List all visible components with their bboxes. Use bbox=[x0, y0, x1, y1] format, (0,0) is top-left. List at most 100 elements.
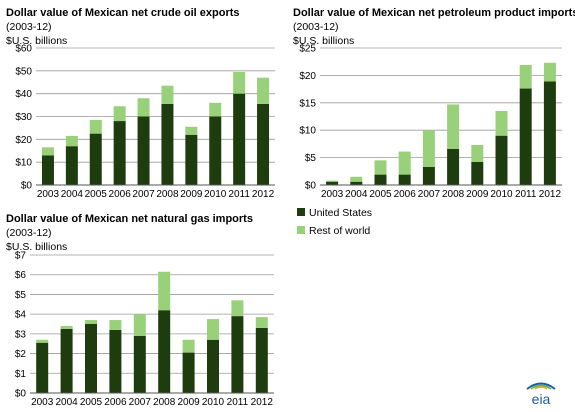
bar-united-states bbox=[60, 328, 73, 393]
x-tick-label: 2003 bbox=[37, 189, 60, 200]
x-tick-label: 2009 bbox=[177, 397, 200, 408]
x-tick-label: 2005 bbox=[85, 189, 108, 200]
y-tick-label: $15 bbox=[299, 98, 316, 109]
chart-title: Dollar value of Mexican net petroleum pr… bbox=[293, 7, 575, 19]
y-tick-label: $10 bbox=[299, 126, 316, 137]
bar-united-states bbox=[137, 116, 150, 185]
bar-rest-of-world bbox=[109, 320, 122, 330]
bar-united-states bbox=[543, 81, 556, 185]
y-tick-label: $6 bbox=[15, 270, 27, 281]
x-tick-label: 2003 bbox=[31, 397, 54, 408]
bar-rest-of-world bbox=[185, 126, 198, 135]
bar-united-states bbox=[182, 352, 195, 393]
bar-rest-of-world bbox=[257, 77, 270, 104]
y-tick-label: $1 bbox=[15, 369, 27, 380]
bar-united-states bbox=[233, 93, 246, 185]
bar-rest-of-world bbox=[182, 339, 195, 353]
x-tick-label: 2005 bbox=[80, 397, 103, 408]
y-tick-label: $0 bbox=[15, 389, 27, 400]
x-tick-label: 2006 bbox=[109, 189, 132, 200]
bar-united-states bbox=[350, 181, 363, 185]
x-tick-label: 2011 bbox=[515, 189, 537, 200]
chart-subtitle: (2003-12) bbox=[6, 227, 52, 239]
x-tick-label: 2010 bbox=[202, 397, 225, 408]
bar-rest-of-world bbox=[36, 339, 49, 343]
y-tick-label: $5 bbox=[305, 153, 317, 164]
bar-rest-of-world bbox=[519, 64, 532, 89]
chart-subtitle: (2003-12) bbox=[293, 21, 339, 33]
x-tick-label: 2012 bbox=[539, 189, 562, 200]
bar-rest-of-world bbox=[495, 111, 508, 136]
bar-united-states bbox=[89, 133, 102, 185]
x-tick-label: 2010 bbox=[490, 189, 513, 200]
bar-rest-of-world bbox=[133, 314, 146, 336]
y-tick-label: $0 bbox=[305, 181, 317, 192]
x-tick-label: 2008 bbox=[442, 189, 465, 200]
eia-logo: eia bbox=[526, 382, 556, 406]
x-tick-label: 2004 bbox=[61, 189, 84, 200]
y-tick-label: $4 bbox=[15, 310, 27, 321]
bar-rest-of-world bbox=[326, 180, 339, 182]
bar-rest-of-world bbox=[350, 176, 363, 182]
bar-united-states bbox=[471, 161, 484, 185]
bar-united-states bbox=[41, 155, 54, 185]
bar-rest-of-world bbox=[89, 119, 102, 134]
bar-rest-of-world bbox=[137, 98, 150, 117]
x-tick-label: 2011 bbox=[228, 189, 250, 200]
x-tick-label: 2011 bbox=[227, 397, 249, 408]
bar-united-states bbox=[85, 324, 97, 393]
legend-label: United States bbox=[309, 207, 372, 219]
bar-united-states bbox=[65, 146, 78, 185]
bar-united-states bbox=[161, 103, 174, 185]
x-tick-label: 2009 bbox=[466, 189, 489, 200]
bar-rest-of-world bbox=[447, 104, 460, 149]
x-tick-label: 2004 bbox=[345, 189, 368, 200]
bar-rest-of-world bbox=[158, 271, 171, 311]
bar-united-states bbox=[185, 134, 198, 185]
bar-united-states bbox=[231, 316, 244, 393]
bar-rest-of-world bbox=[374, 160, 387, 175]
bar-united-states bbox=[398, 174, 411, 185]
bar-rest-of-world bbox=[209, 102, 222, 117]
y-tick-label: $3 bbox=[15, 329, 27, 340]
legend-label: Rest of world bbox=[309, 225, 370, 237]
y-tick-label: $0 bbox=[21, 181, 33, 192]
bar-united-states bbox=[158, 310, 171, 393]
y-tick-label: $20 bbox=[299, 71, 316, 82]
x-tick-label: 2009 bbox=[180, 189, 203, 200]
x-tick-label: 2007 bbox=[418, 189, 441, 200]
bar-united-states bbox=[133, 335, 146, 393]
chart-2: Dollar value of Mexican net petroleum pr… bbox=[293, 7, 575, 200]
bar-rest-of-world bbox=[422, 130, 435, 167]
legend-swatch-united-states bbox=[297, 208, 305, 216]
bar-rest-of-world bbox=[543, 62, 556, 82]
y-axis-label: $U.S. billions bbox=[293, 35, 354, 47]
logo-arc-gold bbox=[534, 386, 548, 390]
y-tick-label: $60 bbox=[15, 44, 32, 55]
logo-text: eia bbox=[532, 391, 551, 406]
x-tick-label: 2008 bbox=[153, 397, 176, 408]
legend: United States Rest of world bbox=[297, 207, 372, 237]
x-tick-label: 2006 bbox=[394, 189, 417, 200]
y-tick-label: $50 bbox=[15, 66, 32, 77]
y-tick-label: $20 bbox=[15, 135, 32, 146]
y-axis-label: $U.S. billions bbox=[6, 241, 67, 253]
y-tick-label: $2 bbox=[15, 349, 27, 360]
x-tick-label: 2006 bbox=[104, 397, 127, 408]
bar-united-states bbox=[519, 88, 532, 185]
y-tick-label: $7 bbox=[15, 251, 27, 262]
bar-united-states bbox=[257, 103, 270, 185]
bar-rest-of-world bbox=[161, 85, 174, 104]
bar-united-states bbox=[209, 116, 222, 185]
y-tick-label: $10 bbox=[15, 158, 32, 169]
y-tick-label: $25 bbox=[299, 44, 316, 55]
y-tick-label: $40 bbox=[15, 89, 32, 100]
bar-rest-of-world bbox=[207, 319, 219, 340]
bar-rest-of-world bbox=[255, 317, 268, 328]
y-tick-label: $30 bbox=[15, 112, 32, 123]
bar-rest-of-world bbox=[398, 151, 411, 175]
bar-united-states bbox=[422, 166, 435, 185]
x-tick-label: 2010 bbox=[204, 189, 227, 200]
bar-united-states bbox=[374, 174, 387, 185]
